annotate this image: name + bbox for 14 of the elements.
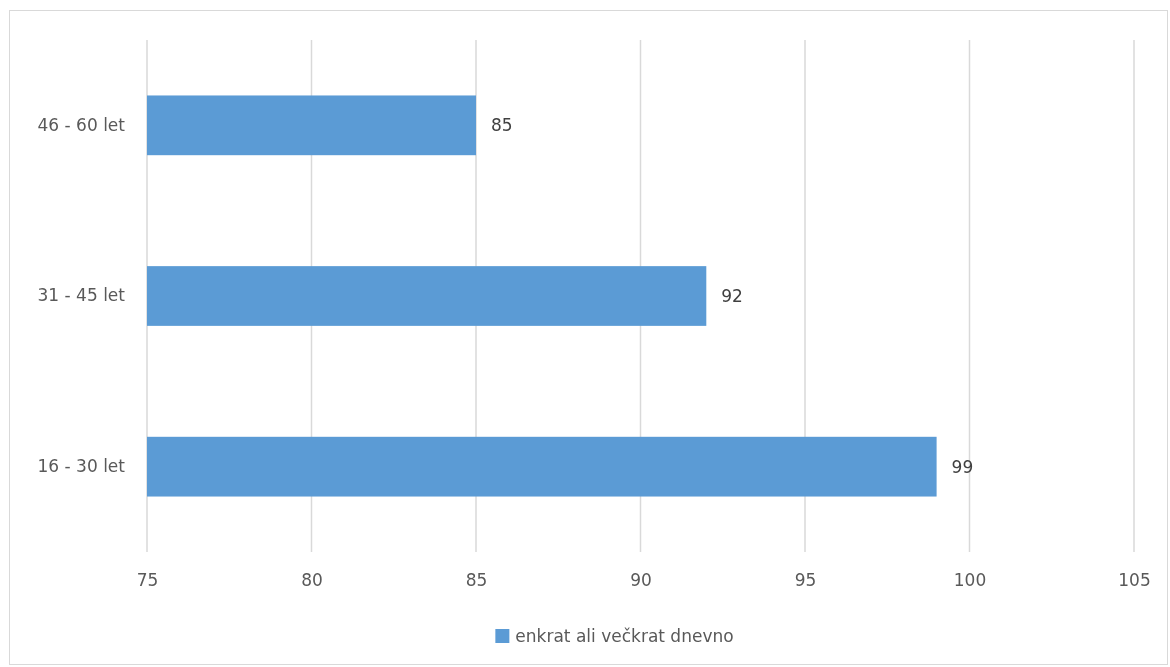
x-tick-label: 100 [953,570,987,591]
data-label: 92 [721,285,743,306]
x-tick-label: 90 [630,570,652,591]
data-label: 99 [951,456,974,477]
x-tick-label: 80 [301,570,323,591]
legend-label: enkrat ali večkrat dnevno [515,625,734,646]
x-tick-label: 85 [465,570,488,591]
x-tick-label: 95 [794,570,817,591]
data-label: 85 [491,115,513,136]
x-tick-label: 105 [1118,570,1151,591]
y-tick-label: 31 - 45 let [37,285,126,306]
y-tick-label: 16 - 30 let [37,456,126,477]
x-tick-label: 75 [136,570,159,591]
y-tick-label: 46 - 60 let [37,114,126,135]
